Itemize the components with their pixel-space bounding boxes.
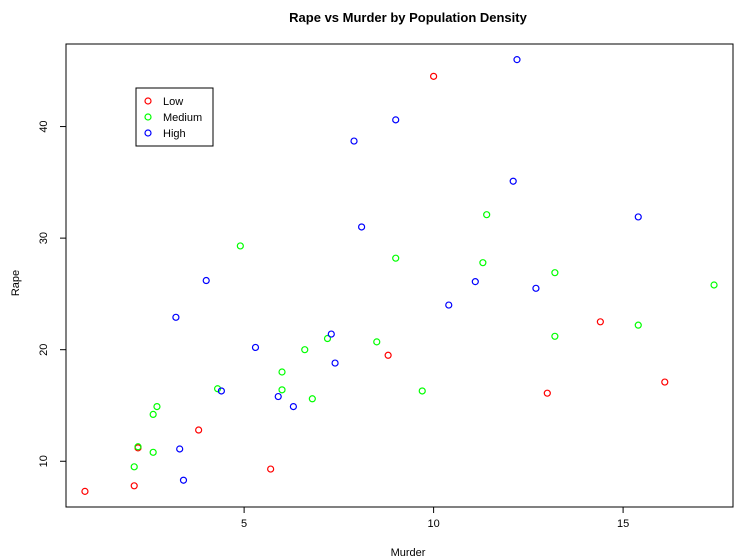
data-point-high (217, 387, 225, 395)
data-points (81, 56, 718, 495)
y-axis: 10 20 30 40 (38, 120, 66, 467)
data-point-high (172, 313, 180, 321)
data-point-low (130, 482, 138, 490)
data-point-low (195, 426, 203, 434)
data-point-high (202, 276, 210, 285)
legend-label-high: High (163, 128, 186, 140)
data-point-high (176, 445, 184, 453)
data-point-high (289, 402, 297, 411)
data-point-medium (634, 321, 642, 329)
data-point-medium (323, 334, 332, 343)
y-axis-title: Rape (10, 270, 22, 296)
data-point-medium (418, 387, 426, 395)
data-point-medium (278, 386, 286, 394)
data-point-high (532, 284, 540, 292)
x-tick-label: 10 (427, 518, 439, 530)
data-point-low (543, 389, 551, 397)
data-point-medium (551, 269, 559, 277)
data-point-high (471, 278, 479, 286)
legend: Low Medium High (135, 87, 214, 147)
data-point-medium (236, 242, 244, 250)
legend-label-medium: Medium (163, 112, 202, 124)
legend-marker-high (144, 129, 152, 137)
x-tick-label: 15 (617, 518, 629, 530)
x-tick-label: 5 (241, 518, 247, 530)
data-point-low (430, 72, 438, 80)
data-point-medium (483, 211, 491, 219)
data-point-medium (278, 368, 286, 376)
y-tick-label: 30 (38, 232, 50, 244)
data-point-low (596, 318, 604, 326)
data-point-medium (149, 448, 157, 456)
x-axis-title: Murder (391, 547, 426, 559)
data-point-high (634, 213, 642, 221)
legend-marker-medium (144, 113, 152, 121)
y-tick-label: 10 (38, 455, 50, 467)
data-point-low (267, 465, 275, 473)
data-point-medium (551, 332, 559, 340)
data-point-low (81, 487, 89, 495)
plot-frame (65, 43, 734, 508)
data-point-high (350, 137, 358, 145)
data-point-medium (149, 410, 157, 418)
data-point-low (661, 378, 669, 386)
data-point-low (384, 351, 392, 359)
legend-label-low: Low (163, 96, 183, 108)
data-point-medium (134, 443, 142, 451)
data-point-high (179, 476, 188, 484)
data-point-medium (301, 346, 309, 354)
data-point-high (358, 223, 366, 231)
data-point-medium (153, 402, 161, 411)
data-point-medium (308, 395, 316, 403)
data-point-high (327, 330, 335, 338)
data-point-high (331, 359, 339, 367)
data-point-medium (373, 338, 381, 346)
data-point-medium (213, 385, 222, 393)
data-point-high (445, 301, 453, 309)
x-axis: 5 10 15 (241, 507, 629, 530)
data-point-high (513, 56, 521, 64)
data-point-high (251, 343, 260, 352)
data-point-high (509, 177, 517, 185)
chart-title: Rape vs Murder by Population Density (289, 10, 527, 25)
legend-marker-low (144, 97, 152, 105)
data-point-medium (710, 281, 718, 289)
data-point-medium (130, 463, 138, 471)
data-point-medium (479, 259, 487, 267)
data-point-medium (392, 254, 400, 262)
y-tick-label: 40 (38, 120, 50, 132)
legend-box (135, 87, 214, 147)
data-point-high (392, 116, 400, 124)
data-point-high (274, 392, 282, 401)
y-tick-label: 20 (38, 344, 50, 356)
